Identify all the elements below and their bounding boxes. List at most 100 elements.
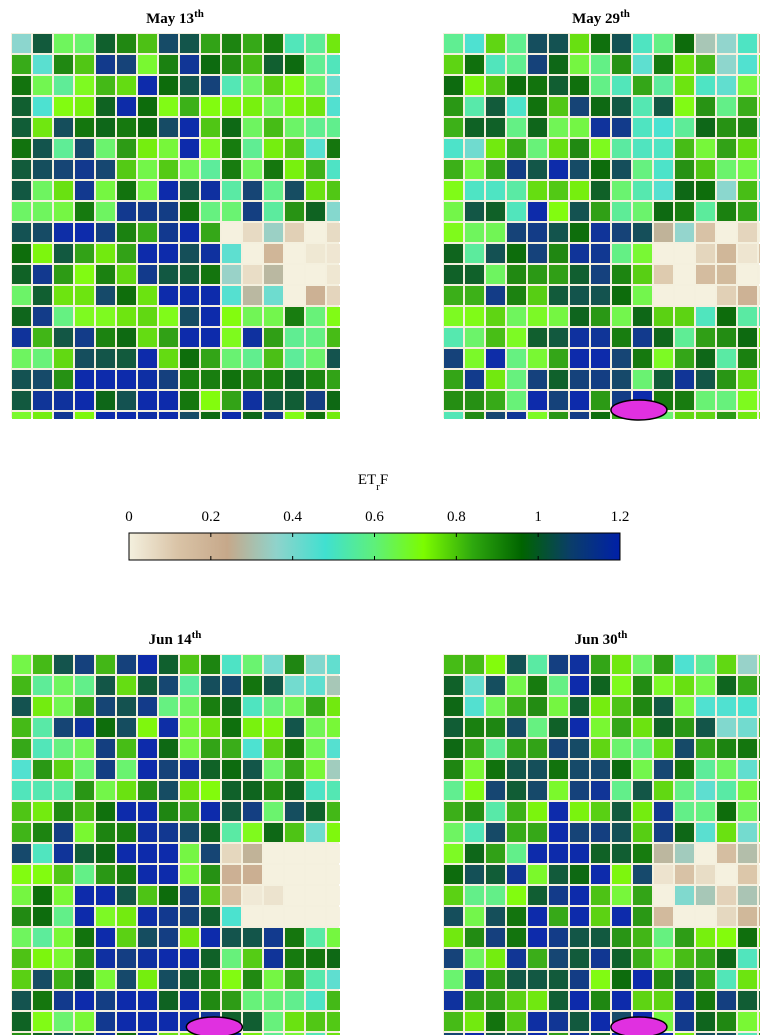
field	[591, 928, 610, 947]
field	[465, 160, 484, 179]
field	[612, 970, 631, 989]
field	[75, 949, 94, 968]
field	[507, 739, 526, 758]
field	[591, 412, 610, 419]
field	[243, 949, 262, 968]
map-panel	[443, 33, 760, 421]
field	[507, 349, 526, 368]
field	[675, 991, 694, 1010]
field	[117, 118, 136, 137]
field	[180, 118, 199, 137]
field	[96, 286, 115, 305]
field	[507, 370, 526, 389]
field	[717, 244, 736, 263]
field	[570, 865, 589, 884]
field	[54, 781, 73, 800]
field	[612, 823, 631, 842]
field	[96, 307, 115, 326]
field	[33, 718, 52, 737]
field	[306, 970, 325, 989]
field	[117, 823, 136, 842]
field	[759, 160, 760, 179]
field	[33, 949, 52, 968]
field	[243, 655, 262, 674]
field	[327, 370, 340, 389]
field	[528, 886, 547, 905]
field	[591, 823, 610, 842]
water-body	[610, 1016, 668, 1035]
field	[486, 760, 505, 779]
field	[654, 286, 673, 305]
field	[285, 139, 304, 158]
field	[696, 739, 715, 758]
field	[486, 118, 505, 137]
field	[54, 928, 73, 947]
field	[12, 928, 31, 947]
field	[327, 739, 340, 758]
field	[75, 223, 94, 242]
field	[549, 865, 568, 884]
field	[696, 412, 715, 419]
field	[138, 223, 157, 242]
field	[528, 160, 547, 179]
field	[738, 181, 757, 200]
field	[738, 949, 757, 968]
field	[306, 760, 325, 779]
field	[222, 76, 241, 95]
field	[507, 844, 526, 863]
field	[54, 34, 73, 53]
field	[138, 265, 157, 284]
field	[633, 655, 652, 674]
field	[243, 118, 262, 137]
field	[201, 781, 220, 800]
field	[612, 349, 631, 368]
field	[612, 907, 631, 926]
field	[738, 886, 757, 905]
field	[591, 118, 610, 137]
field	[738, 370, 757, 389]
field	[201, 307, 220, 326]
field	[159, 139, 178, 158]
field	[444, 1033, 463, 1035]
field	[327, 823, 340, 842]
field	[159, 970, 178, 989]
field	[570, 244, 589, 263]
field	[612, 370, 631, 389]
field	[465, 886, 484, 905]
field	[180, 676, 199, 695]
field	[612, 781, 631, 800]
field	[444, 244, 463, 263]
field	[570, 886, 589, 905]
field	[138, 181, 157, 200]
field	[549, 718, 568, 737]
field	[717, 34, 736, 53]
field	[222, 949, 241, 968]
field	[159, 865, 178, 884]
field	[465, 349, 484, 368]
field	[138, 844, 157, 863]
field	[444, 328, 463, 347]
field	[222, 760, 241, 779]
field	[570, 907, 589, 926]
field	[285, 202, 304, 221]
field	[117, 181, 136, 200]
field	[222, 697, 241, 716]
field	[675, 865, 694, 884]
field	[549, 781, 568, 800]
field	[465, 307, 484, 326]
field	[117, 949, 136, 968]
panel-title-text: May 13	[146, 11, 194, 27]
field	[696, 760, 715, 779]
field	[180, 34, 199, 53]
field	[12, 328, 31, 347]
field	[159, 907, 178, 926]
field	[75, 244, 94, 263]
field	[12, 907, 31, 926]
field	[675, 886, 694, 905]
field	[612, 202, 631, 221]
field	[54, 244, 73, 263]
field	[549, 118, 568, 137]
field	[633, 718, 652, 737]
field	[33, 802, 52, 821]
field	[12, 844, 31, 863]
